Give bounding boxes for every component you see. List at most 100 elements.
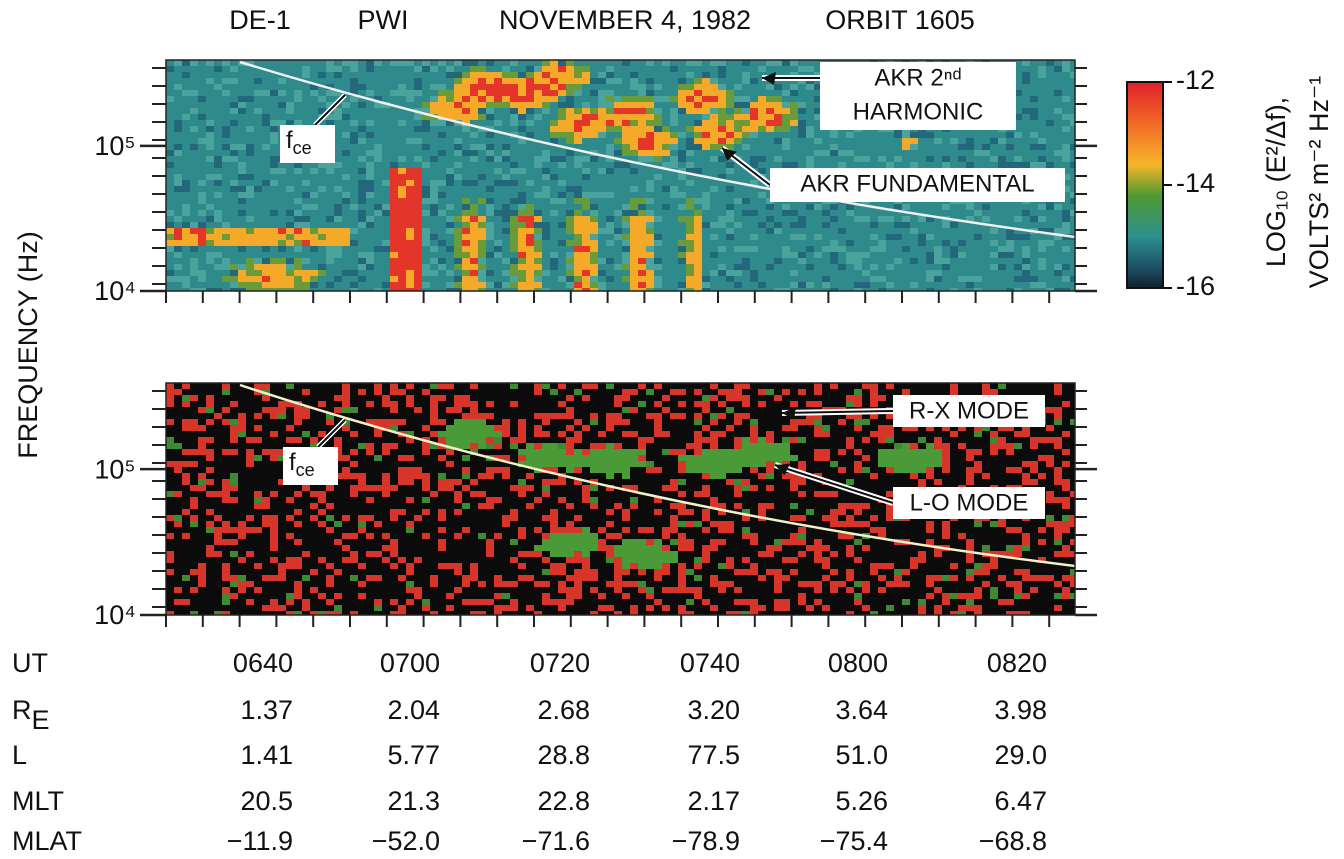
spectrogram-cell xyxy=(870,276,878,282)
spectrogram-cell xyxy=(566,395,574,401)
spectrogram-cell xyxy=(774,228,782,234)
spectrogram-cell xyxy=(574,84,582,90)
spectrogram-cell xyxy=(406,216,414,222)
spectrogram-cell xyxy=(726,581,734,587)
spectrogram-cell xyxy=(742,461,750,467)
spectrogram-cell xyxy=(486,425,494,431)
spectrogram-cell xyxy=(622,60,630,66)
spectrogram-cell xyxy=(918,557,926,563)
spectrogram-cell xyxy=(422,240,430,246)
spectrogram-cell xyxy=(1022,593,1030,599)
spectrogram-cell xyxy=(558,461,566,467)
spectrogram-cell xyxy=(734,198,742,204)
spectrogram-cell xyxy=(478,264,486,270)
spectrogram-cell xyxy=(1006,545,1014,551)
spectrogram-cell xyxy=(358,479,366,485)
spectrogram-cell xyxy=(630,407,638,413)
spectrogram-cell xyxy=(686,509,694,515)
spectrogram-cell xyxy=(886,216,894,222)
spectrogram-cell xyxy=(462,431,470,437)
spectrogram-cell xyxy=(350,431,358,437)
spectrogram-cell xyxy=(966,455,974,461)
spectrogram-cell xyxy=(310,587,318,593)
spectrogram-cell xyxy=(374,60,382,66)
colorbar-tick-label: -12 xyxy=(1176,65,1215,95)
spectrogram-cell xyxy=(638,258,646,264)
spectrogram-cell xyxy=(614,126,622,132)
spectrogram-cell xyxy=(830,587,838,593)
spectrogram-cell xyxy=(678,108,686,114)
spectrogram-cell xyxy=(502,431,510,437)
spectrogram-cell xyxy=(750,461,758,467)
spectrogram-cell xyxy=(814,252,822,258)
spectrogram-cell xyxy=(966,282,974,288)
spectrogram-cell xyxy=(574,78,582,84)
spectrogram-cell xyxy=(478,222,486,228)
spectrogram-cell xyxy=(702,407,710,413)
spectrogram-cell xyxy=(238,527,246,533)
spectrogram-cell xyxy=(510,539,518,545)
spectrogram-cell xyxy=(574,258,582,264)
spectrogram-cell xyxy=(838,419,846,425)
spectrogram-cell xyxy=(606,192,614,198)
spectrogram-cell xyxy=(638,132,646,138)
spectrogram-cell xyxy=(1062,222,1070,228)
spectrogram-cell xyxy=(182,234,190,240)
spectrogram-cell xyxy=(270,282,278,288)
spectrogram-cell xyxy=(918,216,926,222)
spectrogram-cell xyxy=(238,102,246,108)
spectrogram-cell xyxy=(414,282,422,288)
spectrogram-cell xyxy=(630,431,638,437)
spectrogram-cell xyxy=(758,401,766,407)
spectrogram-cell xyxy=(894,222,902,228)
row-label: MLT xyxy=(12,786,64,816)
spectrogram-cell xyxy=(734,395,742,401)
spectrogram-cell xyxy=(582,383,590,389)
spectrogram-cell xyxy=(294,581,302,587)
spectrogram-cell xyxy=(542,174,550,180)
spectrogram-cell xyxy=(910,467,918,473)
spectrogram-cell xyxy=(1014,611,1022,617)
spectrogram-cell xyxy=(806,419,814,425)
spectrogram-cell xyxy=(614,264,622,270)
spectrogram-cell xyxy=(422,599,430,605)
spectrogram-cell xyxy=(622,144,630,150)
spectrogram-cell xyxy=(430,258,438,264)
spectrogram-cell xyxy=(566,545,574,551)
spectrogram-cell xyxy=(990,557,998,563)
spectrogram-cell xyxy=(702,557,710,563)
spectrogram-cell xyxy=(230,437,238,443)
spectrogram-cell xyxy=(670,66,678,72)
spectrogram-cell xyxy=(934,270,942,276)
spectrogram-cell xyxy=(478,581,486,587)
spectrogram-cell xyxy=(414,156,422,162)
spectrogram-cell xyxy=(278,575,286,581)
spectrogram-cell xyxy=(486,234,494,240)
spectrogram-cell xyxy=(886,581,894,587)
spectrogram-cell xyxy=(390,168,398,174)
spectrogram-cell xyxy=(422,270,430,276)
spectrogram-cell xyxy=(638,150,646,156)
spectrogram-cell xyxy=(998,246,1006,252)
spectrogram-cell xyxy=(558,563,566,569)
spectrogram-cell xyxy=(630,545,638,551)
spectrogram-cell xyxy=(1054,581,1062,587)
spectrogram-cell xyxy=(582,491,590,497)
spectrogram-cell xyxy=(654,174,662,180)
spectrogram-cell xyxy=(542,533,550,539)
spectrogram-cell xyxy=(182,395,190,401)
spectrogram-cell xyxy=(694,234,702,240)
spectrogram-cell xyxy=(1070,162,1078,168)
spectrogram-cell xyxy=(590,419,598,425)
spectrogram-cell xyxy=(222,389,230,395)
spectrogram-cell xyxy=(382,282,390,288)
spectrogram-cell xyxy=(710,156,718,162)
spectrogram-cell xyxy=(534,96,542,102)
spectrogram-cell xyxy=(454,401,462,407)
spectrogram-cell xyxy=(942,593,950,599)
spectrogram-cell xyxy=(622,216,630,222)
spectrogram-cell xyxy=(702,108,710,114)
spectrogram-cell xyxy=(662,545,670,551)
spectrogram-cell xyxy=(1030,96,1038,102)
spectrogram-cell xyxy=(942,575,950,581)
